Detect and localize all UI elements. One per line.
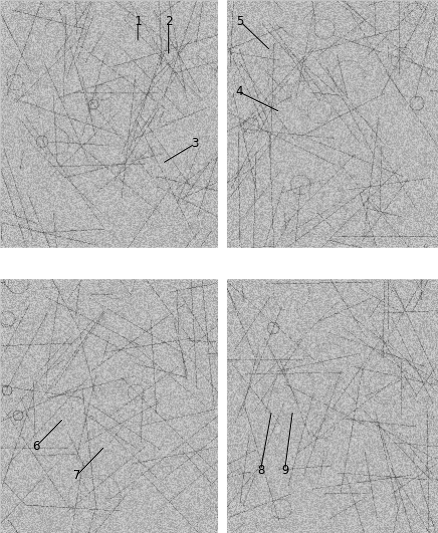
Bar bbox=[223, 277, 438, 533]
Text: 8: 8 bbox=[257, 464, 264, 477]
Bar bbox=[0, 0, 221, 248]
Text: 3: 3 bbox=[191, 138, 198, 150]
Bar bbox=[223, 0, 438, 248]
Bar bbox=[0, 277, 221, 533]
Bar bbox=[223, 0, 438, 248]
Text: 7: 7 bbox=[73, 469, 81, 482]
Bar bbox=[223, 277, 438, 533]
Bar bbox=[0, 277, 221, 533]
Text: 5: 5 bbox=[237, 15, 244, 28]
Text: 6: 6 bbox=[32, 440, 40, 453]
Text: 9: 9 bbox=[281, 464, 289, 477]
Text: 4: 4 bbox=[235, 85, 243, 98]
Text: 1: 1 bbox=[134, 15, 142, 28]
Text: 2: 2 bbox=[165, 15, 173, 28]
Bar bbox=[0, 0, 221, 248]
